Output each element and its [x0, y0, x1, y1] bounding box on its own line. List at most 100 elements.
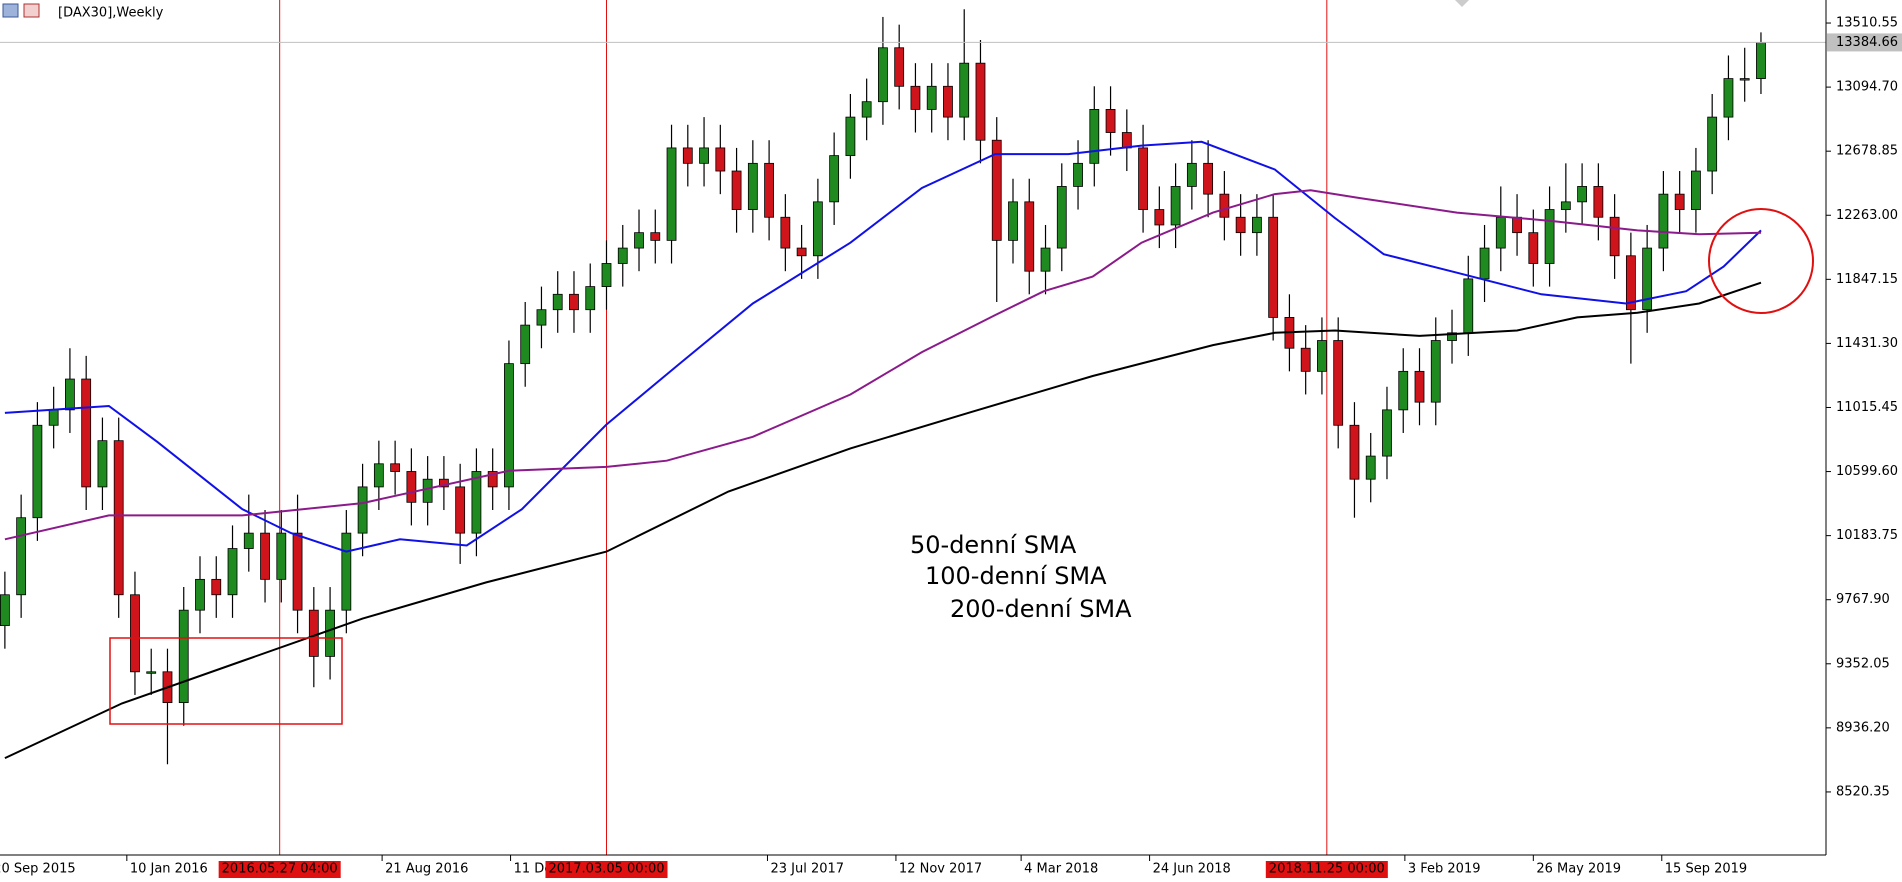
window-icon[interactable] [2, 3, 19, 18]
candle-body [292, 532, 303, 611]
candle-body [487, 471, 498, 488]
candle-body [1349, 424, 1360, 480]
candle-body [1251, 216, 1262, 234]
y-tick-label: 8936.20 [1836, 720, 1890, 735]
x-tick-label: 24 Jun 2018 [1153, 862, 1231, 877]
chart-icon[interactable] [23, 3, 40, 18]
candle-body [569, 293, 579, 311]
candle-body [146, 671, 157, 674]
candle-body [81, 378, 92, 488]
candle-body [959, 62, 970, 118]
candle-body [1642, 247, 1653, 311]
candle-body [1008, 201, 1018, 241]
candle-body [1268, 216, 1279, 318]
chart-title: [DAX30],Weekly [58, 6, 164, 21]
candle-body [910, 85, 921, 110]
candle-body [16, 517, 27, 596]
candle-body [1300, 347, 1311, 372]
candle-body [682, 147, 693, 164]
candle-body [1154, 209, 1165, 226]
x-tick-label: 23 Jul 2017 [770, 862, 844, 877]
candle-body [520, 324, 531, 365]
current-price-label: 13384.66 [1836, 35, 1898, 50]
candle-body [1056, 186, 1067, 249]
candle-body [1333, 340, 1344, 426]
candle-body [32, 424, 43, 519]
candle-body [764, 162, 774, 218]
candle-body [845, 116, 856, 157]
candle-body [601, 263, 612, 287]
candle-body [178, 609, 189, 704]
candle-body [1138, 147, 1148, 210]
candle-body [943, 85, 953, 118]
legend-label: 200-denní SMA [950, 595, 1132, 623]
candle-body [195, 578, 205, 611]
candle-body [1560, 201, 1571, 210]
candle-body [455, 486, 466, 534]
sma-line [4, 281, 1762, 760]
time-highlight: 2018.11.25 00:00 [1265, 861, 1388, 878]
candle-body [308, 609, 319, 657]
scroll-marker [1455, 0, 1469, 7]
candle-body [1040, 247, 1051, 272]
candle-body [97, 440, 108, 488]
candle-body [227, 548, 238, 596]
candle-body [1544, 209, 1555, 264]
sma-line [4, 140, 1762, 553]
candle-body [390, 463, 401, 472]
candle-body [504, 363, 514, 488]
time-highlight: 2017.03.05 00:00 [545, 861, 668, 878]
candle-body [1024, 201, 1035, 272]
candle-body [699, 147, 709, 164]
candle-body [1658, 193, 1669, 249]
candle-body [975, 62, 986, 141]
y-tick-label: 12263.00 [1836, 208, 1898, 223]
candle-body [1739, 78, 1750, 81]
sma-line [4, 189, 1762, 541]
legend-label: 50-denní SMA [910, 531, 1077, 559]
y-tick-label: 10183.75 [1836, 528, 1898, 543]
candle-body [552, 293, 563, 311]
candle-body [1121, 132, 1132, 149]
time-highlight-label: 2017.03.05 00:00 [548, 862, 664, 877]
candle-body [1593, 186, 1604, 218]
candle-body [422, 478, 433, 503]
candle-body [536, 309, 547, 326]
time-highlight-label: 2018.11.25 00:00 [1269, 862, 1385, 877]
x-tick-label: 15 Sep 2019 [1665, 862, 1747, 877]
candle-body [1430, 340, 1441, 403]
candle-body [406, 471, 417, 503]
candle-body [65, 378, 75, 411]
candle-body [878, 47, 888, 103]
current-price-bg [1827, 33, 1902, 52]
candle-body [1235, 216, 1246, 234]
candle-body [1398, 370, 1409, 411]
y-tick-label: 11847.15 [1836, 272, 1898, 287]
candle-body [438, 478, 449, 488]
y-tick-label: 13094.70 [1836, 80, 1898, 95]
candle-body [1674, 193, 1685, 210]
candle-body [130, 594, 140, 673]
candle-body [1463, 278, 1474, 334]
candle-body [1317, 340, 1327, 372]
candle-body [1073, 162, 1083, 187]
candle-body [650, 232, 661, 241]
x-tick-label: 10 Jan 2016 [130, 862, 208, 877]
time-highlight: 2016.05.27 04:00 [218, 861, 341, 878]
candle-body [1625, 255, 1636, 311]
time-highlight-bg [1265, 861, 1388, 878]
candle-body [1512, 216, 1522, 234]
candle-body [585, 286, 596, 311]
candle-body [1447, 332, 1457, 341]
candle-body [325, 609, 335, 657]
candle-body [1186, 162, 1197, 187]
candle-body [812, 201, 823, 257]
candle-body [1105, 108, 1116, 133]
y-tick-label: 8520.35 [1836, 784, 1890, 799]
candle-body [1365, 455, 1376, 480]
candle-body [666, 147, 677, 241]
candle-body [634, 232, 644, 249]
